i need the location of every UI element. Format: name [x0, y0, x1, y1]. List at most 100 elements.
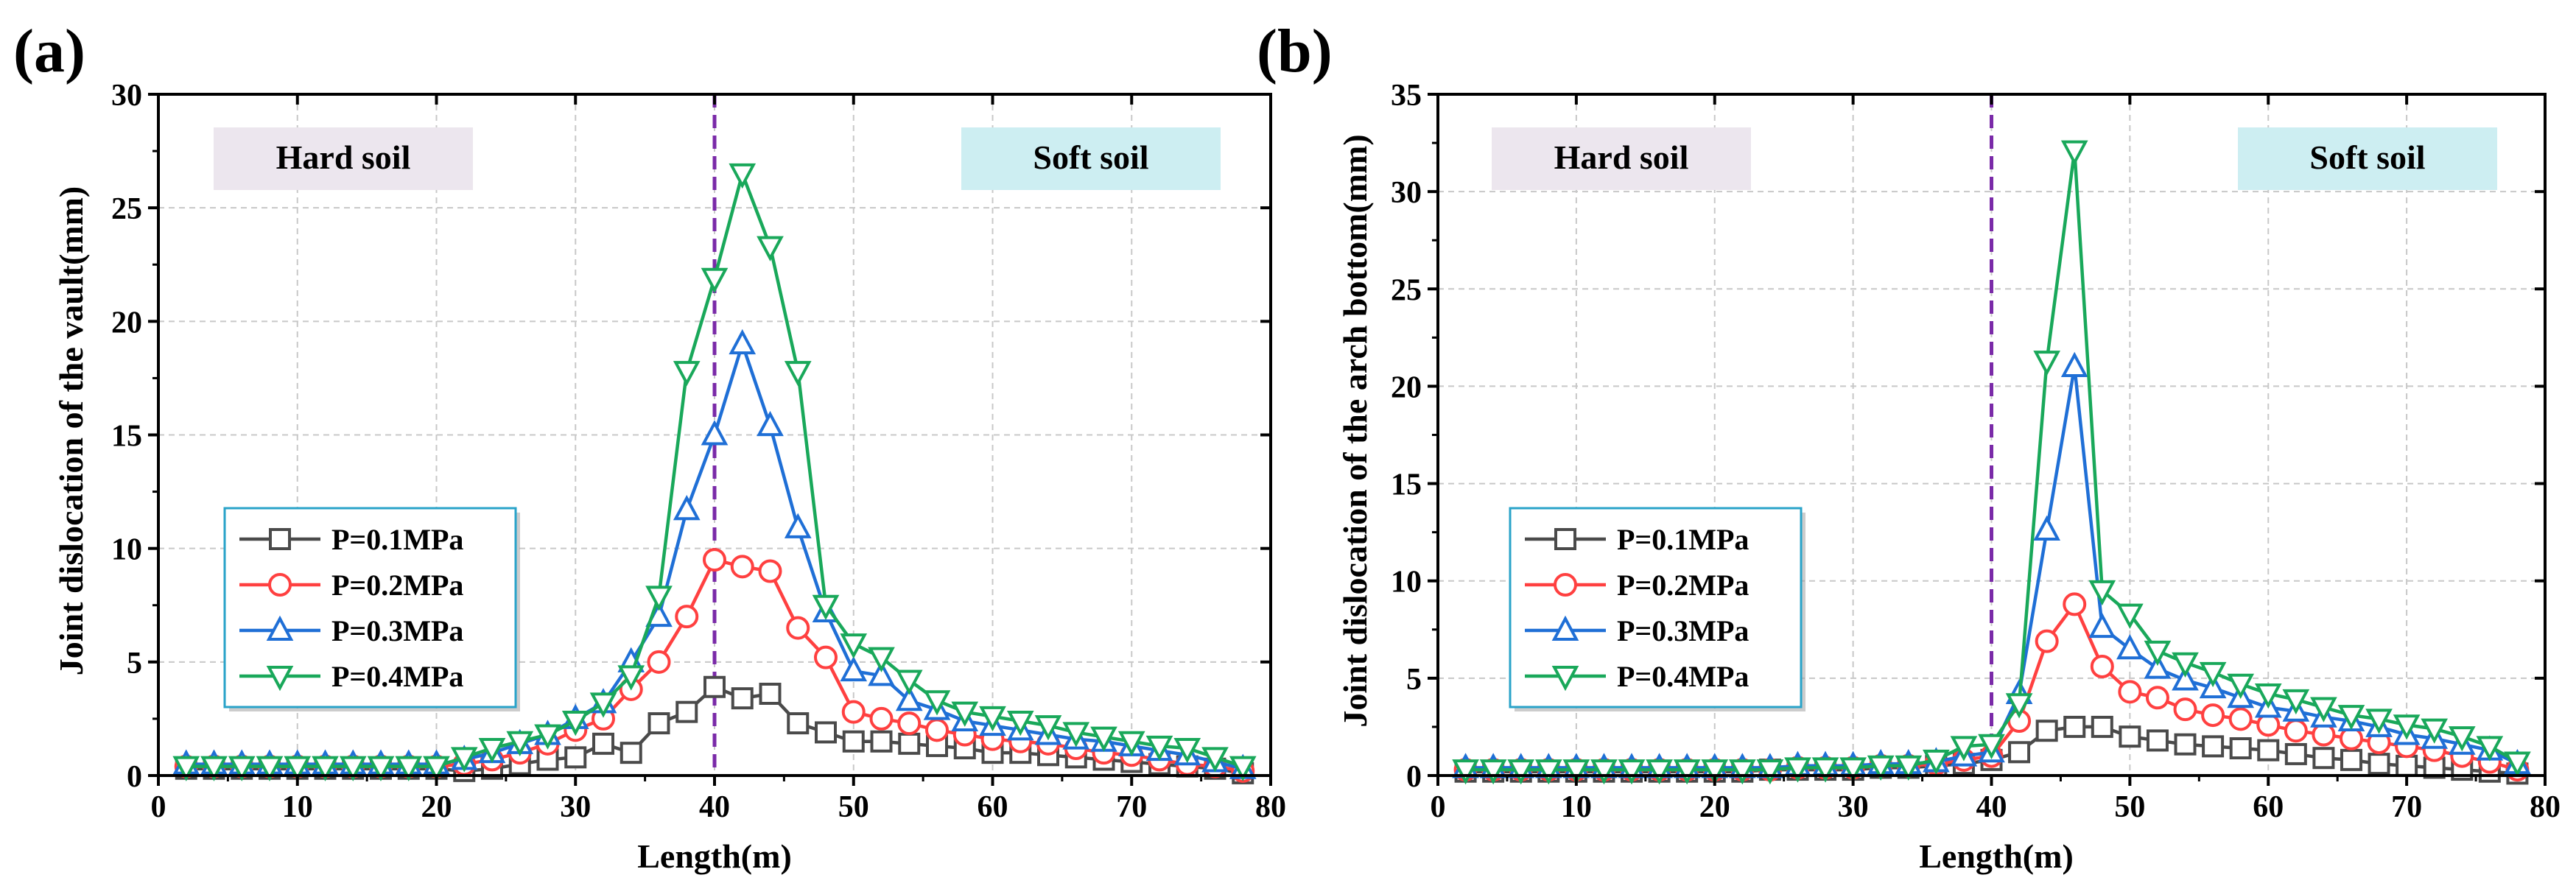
data-point: [2365, 709, 2393, 734]
panel-b-ylabel: Joint dislocation of the arch bottom(mm): [1336, 134, 1374, 727]
data-point: [2337, 705, 2365, 731]
data-point: [1756, 759, 1784, 785]
data-point: [1784, 757, 1811, 783]
legend-label: P=0.3MPa: [331, 614, 463, 647]
data-point: [589, 692, 617, 718]
data-point: [2063, 592, 2087, 616]
data-point: [339, 756, 367, 781]
data-point: [673, 361, 701, 387]
data-point: [2063, 715, 2086, 738]
panel-a-chart: (a) Joint dislocation of the vault(mm) L…: [13, 17, 1286, 875]
plot-area: Hard soil Soft soil 0 10 20 30 40 50 60 70 80 0 5 10 1…: [1391, 79, 2561, 824]
data-point: [2284, 742, 2307, 765]
data-point: [757, 410, 784, 437]
data-point: [2448, 726, 2476, 752]
soft-soil-box: [2238, 127, 2497, 190]
data-point: [423, 756, 450, 781]
data-point: [979, 706, 1006, 732]
data-point: [2368, 753, 2390, 776]
data-point: [2116, 603, 2144, 629]
legend-label: P=0.2MPa: [1617, 569, 1749, 602]
y-tick-label: 10: [111, 533, 142, 567]
x-tick-label: 0: [1431, 790, 1446, 824]
legend-item: P=0.4MPa: [239, 660, 463, 693]
panel-a-xlabel: Length(m): [637, 837, 792, 875]
x-tick-label: 70: [2391, 790, 2422, 824]
legend-marker: [269, 528, 291, 550]
data-point: [925, 718, 949, 742]
data-point: [1590, 759, 1618, 785]
y-tick-label: 25: [1391, 273, 1422, 307]
x-tick-label: 0: [151, 790, 166, 824]
data-point: [1950, 736, 1978, 762]
data-point: [2201, 703, 2225, 728]
legend-item: P=0.1MPa: [1525, 523, 1749, 556]
data-point: [2172, 652, 2199, 678]
legend-label: P=0.1MPa: [331, 523, 463, 556]
data-point: [647, 712, 670, 735]
soft-soil-box: [961, 127, 1221, 190]
data-point: [2091, 715, 2113, 738]
data-point: [703, 675, 726, 698]
data-point: [784, 513, 812, 538]
y-tick-label: 35: [1391, 79, 1422, 113]
legend-item: P=0.2MPa: [1525, 569, 1749, 602]
data-point: [561, 711, 589, 736]
data-point: [840, 633, 868, 659]
hard-soil-label: Hard soil: [276, 138, 411, 176]
data-point: [2476, 736, 2504, 762]
data-point: [2504, 751, 2531, 777]
data-point: [2008, 741, 2031, 764]
data-point: [787, 712, 810, 735]
panel-a-ylabel: Joint dislocation of the vault(mm): [52, 186, 90, 675]
data-point: [1452, 759, 1479, 785]
x-tick-label: 70: [1116, 790, 1147, 824]
series-4: [172, 163, 1257, 781]
data-point: [1006, 711, 1034, 736]
data-point: [1701, 759, 1729, 785]
data-point: [1978, 734, 2005, 759]
data-point: [1618, 759, 1646, 785]
data-point: [1867, 755, 1895, 781]
legend-item: P=0.2MPa: [239, 569, 463, 602]
hard-soil-box: [1492, 127, 1751, 190]
y-tick-label: 30: [1391, 176, 1422, 210]
data-point: [1562, 759, 1590, 785]
data-point: [1646, 759, 1673, 785]
data-point: [729, 163, 757, 189]
data-point: [200, 756, 228, 781]
legend-marker: [1554, 573, 1577, 597]
plot-area: Hard soil Soft soil 0 10 20 30 40 50 60 70 80 0 5 10 1…: [111, 79, 1286, 824]
x-tick-label: 40: [699, 790, 730, 824]
y-tick-label: 15: [1391, 468, 1422, 502]
data-point: [2282, 689, 2310, 715]
legend-item: P=0.4MPa: [1525, 660, 1749, 693]
data-point: [923, 690, 951, 716]
data-point: [2060, 351, 2088, 377]
data-point: [2421, 718, 2449, 744]
y-tick-label: 0: [127, 760, 142, 794]
data-point: [673, 495, 701, 521]
series-4: [1452, 140, 2531, 785]
y-tick-label: 20: [111, 306, 142, 340]
data-point: [2119, 725, 2141, 748]
data-point: [757, 236, 784, 261]
data-point: [395, 756, 423, 781]
data-point: [2090, 655, 2114, 678]
x-tick-label: 20: [421, 790, 452, 824]
data-point: [759, 683, 782, 705]
data-point: [2254, 683, 2282, 709]
legend: P=0.1MPa P=0.2MPa P=0.3MPa P=0.4MPa: [1509, 507, 1805, 711]
data-point: [2227, 673, 2255, 700]
data-point: [2144, 640, 2172, 667]
legend-marker: [1551, 666, 1579, 692]
data-point: [2146, 729, 2169, 752]
data-point: [450, 747, 478, 773]
legend-marker: [268, 573, 292, 597]
data-point: [1145, 735, 1173, 762]
data-point: [1090, 726, 1117, 752]
x-tick-label: 40: [1976, 790, 2007, 824]
data-point: [2060, 140, 2088, 166]
data-point: [703, 548, 726, 572]
legend-marker: [1554, 528, 1576, 550]
